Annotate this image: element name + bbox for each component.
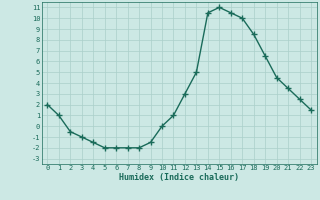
X-axis label: Humidex (Indice chaleur): Humidex (Indice chaleur): [119, 173, 239, 182]
